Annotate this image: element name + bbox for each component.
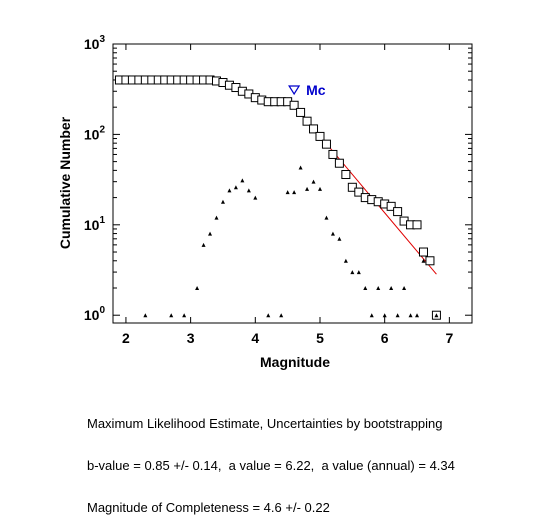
mc-group: Mc <box>288 82 326 98</box>
noncumulative-point <box>169 313 174 318</box>
x-tick-label: 5 <box>316 330 324 346</box>
cumulative-point <box>309 124 319 134</box>
noncumulative-point <box>214 215 219 220</box>
y-axis: 100 101 102 103 <box>84 34 472 323</box>
noncumulative-point <box>240 178 245 183</box>
cumulative-point <box>386 201 396 211</box>
noncumulative-point <box>246 188 251 193</box>
cumulative-point <box>321 139 331 149</box>
noncumulative-point <box>208 231 213 236</box>
caption-line-1: Maximum Likelihood Estimate, Uncertainti… <box>87 416 443 431</box>
noncumulative-point <box>363 285 368 290</box>
noncumulative-point <box>382 313 387 318</box>
cumulative-point <box>425 256 435 266</box>
cumulative-point <box>302 116 312 126</box>
x-axis: 2 3 4 5 6 7 <box>122 44 453 346</box>
noncumulative-point <box>220 199 225 204</box>
noncumulative-point <box>201 242 206 247</box>
noncumulative-point <box>305 186 310 191</box>
noncumulative-point <box>182 313 187 318</box>
x-tick-label: 6 <box>381 330 389 346</box>
cumulative-point <box>341 170 351 180</box>
caption: Maximum Likelihood Estimate, Uncertainti… <box>87 389 455 529</box>
noncumulative-point <box>292 190 297 195</box>
cumulative-point <box>393 207 403 217</box>
x-tick-label: 3 <box>187 330 195 346</box>
noncumulative-point <box>317 186 322 191</box>
cumulative-point <box>418 247 428 257</box>
noncumulative-point <box>279 313 284 318</box>
noncumulative-series <box>143 165 439 318</box>
noncumulative-point <box>421 258 426 263</box>
x-axis-label: Magnitude <box>260 354 330 370</box>
gutenberg-richter-chart: 2 3 4 5 6 7 100 101 102 103 Mc Magnitude Cumulat… <box>57 34 473 370</box>
cumulative-point <box>354 187 364 197</box>
noncumulative-point <box>402 285 407 290</box>
x-tick-label: 7 <box>445 330 453 346</box>
noncumulative-point <box>298 165 303 170</box>
cumulative-point <box>334 158 344 168</box>
cumulative-point <box>328 149 338 159</box>
noncumulative-point <box>253 195 258 200</box>
noncumulative-point <box>389 285 394 290</box>
noncumulative-point <box>356 270 361 275</box>
y-tick-label: 102 <box>84 124 106 142</box>
noncumulative-point <box>330 231 335 236</box>
noncumulative-point <box>415 313 420 318</box>
plot-frame <box>112 43 473 324</box>
noncumulative-point <box>195 285 200 290</box>
noncumulative-point <box>343 258 348 263</box>
noncumulative-point <box>376 285 381 290</box>
noncumulative-point <box>311 179 316 184</box>
x-tick-label: 4 <box>251 330 259 346</box>
noncumulative-point <box>143 313 148 318</box>
y-axis-label: Cumulative Number <box>57 116 73 249</box>
cumulative-point <box>347 182 357 192</box>
y-tick-label: 103 <box>84 34 106 52</box>
noncumulative-point <box>369 313 374 318</box>
noncumulative-point <box>395 313 400 318</box>
y-tick-label: 100 <box>84 305 106 323</box>
noncumulative-point <box>408 313 413 318</box>
noncumulative-point <box>227 188 232 193</box>
y-tick-label: 101 <box>84 215 106 233</box>
mc-marker-icon <box>288 85 301 96</box>
x-tick-label: 2 <box>122 330 130 346</box>
noncumulative-point <box>337 236 342 241</box>
noncumulative-point <box>324 215 329 220</box>
noncumulative-point <box>285 190 290 195</box>
cumulative-point <box>315 131 325 141</box>
caption-line-3: Magnitude of Completeness = 4.6 +/- 0.22 <box>87 500 330 515</box>
mc-label: Mc <box>306 82 326 98</box>
noncumulative-point <box>434 313 439 318</box>
cumulative-series <box>114 75 441 320</box>
cumulative-point <box>296 107 306 117</box>
caption-line-2: b-value = 0.85 +/- 0.14, a value = 6.22,… <box>87 458 455 473</box>
noncumulative-point <box>233 185 238 190</box>
cumulative-point <box>412 220 422 230</box>
noncumulative-point <box>350 270 355 275</box>
cumulative-point <box>289 100 299 110</box>
noncumulative-point <box>266 313 271 318</box>
